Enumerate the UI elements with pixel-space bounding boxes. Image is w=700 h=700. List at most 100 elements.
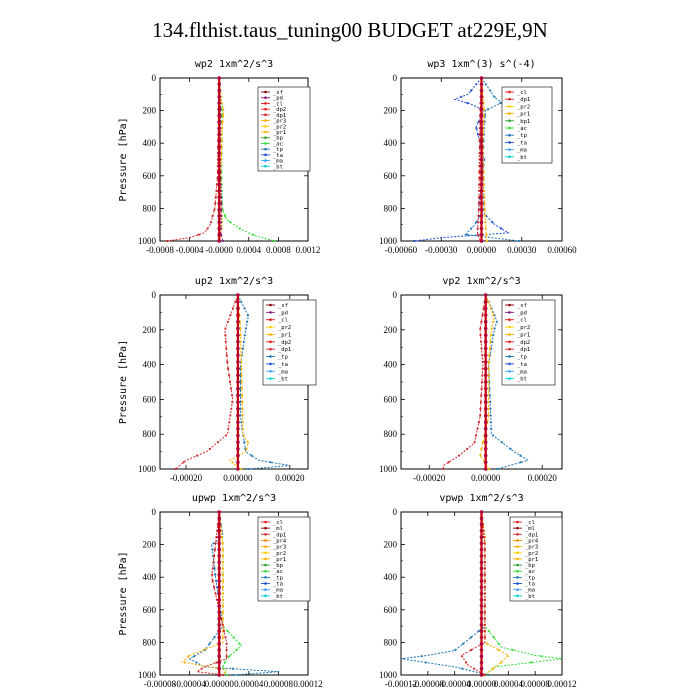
series-point-ta bbox=[475, 83, 478, 86]
y-tick-label: 0 bbox=[393, 507, 398, 517]
y-tick-label: 600 bbox=[143, 171, 157, 181]
series-point-dp1 bbox=[483, 561, 486, 564]
x-tick-label: 0.00060 bbox=[547, 245, 577, 255]
series-point-cl bbox=[479, 232, 484, 237]
series-point-pr1 bbox=[485, 233, 488, 236]
series-point-tp bbox=[461, 667, 464, 670]
series-point-ac bbox=[497, 642, 500, 645]
legend-label-ml: _ml bbox=[273, 526, 283, 532]
figure-title: 134.flthist.taus_tuning00 BUDGET at229E,… bbox=[152, 18, 548, 42]
legend-marker-ma bbox=[508, 369, 511, 373]
legend-label-dp1: _dp1 bbox=[525, 532, 538, 538]
series-point-ac bbox=[232, 636, 235, 639]
series-point-pd bbox=[479, 635, 484, 640]
series-point-pd bbox=[217, 635, 221, 640]
legend-label-bt: _bt bbox=[525, 594, 535, 600]
legend-label-bp1: _bp1 bbox=[517, 119, 530, 125]
x-tick-label: -0.00030 bbox=[425, 245, 458, 255]
series-point-ac bbox=[225, 673, 228, 677]
legend-label-ta: _ta bbox=[273, 153, 283, 159]
legend-marker-pr1 bbox=[508, 112, 511, 115]
series-point-sf bbox=[236, 340, 240, 344]
y-tick-label: 1000 bbox=[138, 670, 157, 680]
series-point-pr1 bbox=[222, 108, 225, 111]
series-point-tp bbox=[240, 300, 243, 303]
series-point-dp1 bbox=[479, 334, 482, 337]
legend-label-sf: _sf bbox=[278, 303, 288, 309]
legend-marker-pr1 bbox=[264, 130, 267, 134]
series-point-ac bbox=[224, 214, 227, 217]
legend-marker-pr1 bbox=[264, 557, 267, 561]
series-point-pd bbox=[217, 616, 221, 621]
series-point-tp bbox=[470, 227, 473, 230]
series-point-tp bbox=[475, 221, 478, 224]
series-point-pd bbox=[217, 522, 221, 527]
series-point-dp1 bbox=[483, 573, 486, 576]
series-point-pd bbox=[217, 535, 221, 539]
series-point-sf bbox=[236, 366, 240, 371]
series-point-dp1 bbox=[231, 401, 234, 404]
series-point-ac bbox=[223, 661, 226, 664]
series-point-pr1 bbox=[482, 114, 486, 117]
series-point-dp1 bbox=[211, 579, 214, 583]
series-point-cl bbox=[479, 214, 484, 218]
x-tick-label: 0.00000 bbox=[467, 679, 497, 689]
panel-vp2: vp2 1xm^2/s^3 0 200 400 600 800 1000 -0.00020 0.… bbox=[379, 276, 563, 483]
series-point-dp1 bbox=[483, 554, 486, 558]
series-point-pr1 bbox=[221, 604, 224, 608]
series-point-pd bbox=[479, 535, 484, 539]
series-point-sf bbox=[217, 145, 221, 149]
series-point-pr1 bbox=[483, 208, 486, 211]
series-point-pr1 bbox=[221, 573, 224, 576]
series-point-tp bbox=[493, 327, 496, 330]
series-point-dp1 bbox=[166, 239, 169, 243]
series-point-sf bbox=[217, 88, 221, 93]
legend-marker-ta bbox=[264, 582, 267, 585]
series-point-dp1 bbox=[477, 202, 480, 205]
series-point-sf bbox=[236, 447, 240, 451]
series-point-dp1 bbox=[230, 407, 233, 410]
legend-label-pr2: _pr2 bbox=[278, 325, 291, 331]
series-point-pr1 bbox=[240, 380, 243, 384]
series-point-dp1 bbox=[225, 354, 228, 357]
series-point-dp1 bbox=[477, 233, 480, 236]
y-tick-label: 200 bbox=[143, 325, 157, 335]
legend-label-cl: _cl bbox=[273, 520, 283, 526]
legend-marker-pr2 bbox=[269, 325, 272, 329]
legend-marker-pr3 bbox=[264, 119, 267, 122]
series-point-dp1 bbox=[483, 592, 486, 595]
series-point-dp1 bbox=[477, 196, 481, 199]
y-tick-label: 800 bbox=[384, 637, 398, 647]
series-point-sf bbox=[483, 313, 488, 317]
y-tick-label: 400 bbox=[143, 572, 157, 582]
legend-marker-ta bbox=[508, 362, 511, 366]
legend-marker-dp2 bbox=[264, 107, 267, 111]
legend-label-tp: _tp bbox=[517, 355, 527, 361]
series-point-pd bbox=[217, 648, 221, 652]
legend-marker-pr3 bbox=[516, 545, 519, 548]
series-point-cl bbox=[479, 207, 484, 212]
series-point-ta bbox=[460, 95, 463, 98]
series-point-dp1 bbox=[480, 394, 483, 397]
legend-label-pr2: _pr2 bbox=[273, 124, 286, 130]
x-tick-label: 0.00000 bbox=[205, 679, 235, 689]
series-point-dp1 bbox=[226, 360, 229, 363]
series-point-dp1 bbox=[209, 221, 213, 224]
series-point-tp bbox=[487, 673, 490, 677]
series-point-ta bbox=[476, 133, 480, 136]
x-tick-label: -0.00020 bbox=[413, 473, 446, 483]
y-tick-label: 400 bbox=[384, 138, 398, 148]
series-point-dp1 bbox=[211, 214, 214, 217]
legend-marker-pr2 bbox=[508, 105, 511, 108]
series-point-sf bbox=[483, 393, 488, 398]
series-point-dp1 bbox=[483, 636, 486, 639]
x-tick-label: 0.00030 bbox=[507, 245, 537, 255]
series-point-ta bbox=[475, 127, 478, 130]
legend-label-pr1: _pr1 bbox=[525, 557, 538, 563]
series-point-dp1 bbox=[483, 673, 486, 677]
series-line-ta bbox=[414, 77, 510, 242]
series-point-pr1 bbox=[221, 586, 224, 589]
legend-label-cl: _cl bbox=[273, 101, 283, 107]
panel-title-wp2: wp2 1xm^2/s^3 bbox=[195, 59, 273, 70]
series-point-pr1 bbox=[240, 354, 243, 357]
